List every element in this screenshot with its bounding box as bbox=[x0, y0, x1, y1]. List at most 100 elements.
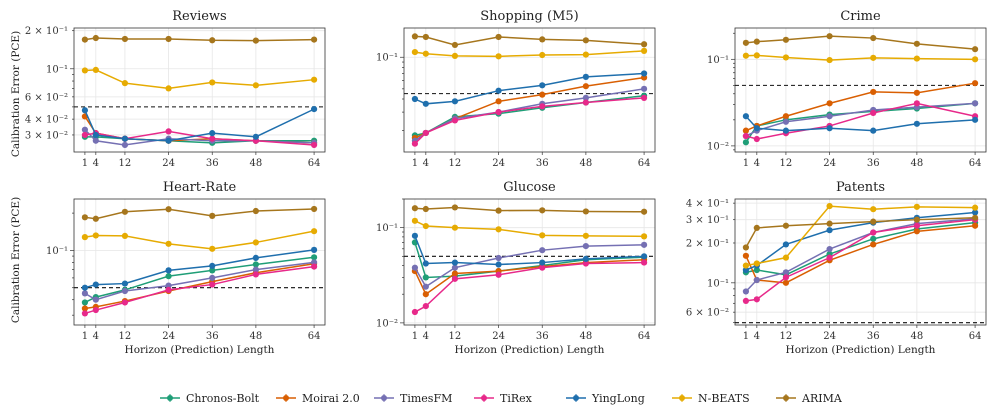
data-point bbox=[753, 38, 760, 45]
series-line bbox=[414, 50, 645, 58]
data-point bbox=[753, 296, 760, 303]
series-line bbox=[414, 261, 645, 313]
series-timesfm bbox=[742, 100, 979, 140]
x-tick-label: 1 bbox=[743, 331, 749, 342]
panel-title: Shopping (M5) bbox=[480, 9, 578, 24]
data-point bbox=[870, 127, 877, 134]
data-point bbox=[582, 99, 589, 106]
series-timesfm bbox=[411, 85, 648, 144]
data-point bbox=[310, 263, 318, 270]
series-line bbox=[84, 265, 315, 315]
data-point bbox=[121, 287, 129, 295]
data-point bbox=[971, 222, 979, 229]
data-point bbox=[252, 239, 259, 246]
x-tick-label: 64 bbox=[308, 158, 321, 169]
data-point bbox=[209, 245, 216, 252]
panel-title: Heart-Rate bbox=[163, 180, 237, 195]
data-point bbox=[870, 206, 877, 213]
data-point bbox=[422, 260, 429, 267]
data-point bbox=[742, 266, 750, 274]
data-point bbox=[870, 34, 877, 42]
x-tick-label: 12 bbox=[780, 331, 793, 342]
data-point bbox=[640, 259, 648, 266]
data-point bbox=[165, 35, 172, 43]
data-point bbox=[870, 54, 877, 61]
data-point bbox=[209, 267, 216, 274]
plot-frame bbox=[73, 198, 326, 326]
data-point bbox=[495, 33, 502, 41]
y-tick-label: 10⁻¹ bbox=[707, 278, 729, 289]
data-point bbox=[451, 52, 459, 60]
data-point bbox=[640, 94, 648, 101]
data-point bbox=[782, 54, 790, 61]
data-point bbox=[826, 113, 833, 120]
data-point bbox=[582, 37, 589, 44]
x-tick-label: 36 bbox=[536, 331, 549, 342]
series-line bbox=[84, 261, 315, 301]
data-point bbox=[539, 232, 546, 239]
legend-item-n-beats: N-BEATS bbox=[672, 392, 750, 405]
data-point bbox=[971, 46, 979, 53]
data-point bbox=[782, 279, 790, 286]
data-point bbox=[252, 37, 259, 44]
y-tick-label: 4 × 10⁻² bbox=[25, 115, 68, 126]
series-arima bbox=[411, 204, 648, 215]
series-arima bbox=[742, 33, 979, 53]
y-axis-label-bottom: Calibration Error (PCE) bbox=[10, 197, 22, 323]
series-tirex bbox=[411, 259, 648, 316]
plot-frame bbox=[734, 27, 987, 153]
series-n-beats bbox=[411, 217, 648, 240]
x-tick-label: 4 bbox=[423, 158, 429, 169]
legend-label: TiRex bbox=[500, 392, 533, 405]
x-tick-label: 48 bbox=[580, 158, 593, 169]
data-point bbox=[971, 214, 979, 221]
data-point bbox=[209, 135, 216, 142]
data-point bbox=[582, 243, 589, 250]
series-yinglong bbox=[411, 232, 648, 268]
data-point bbox=[582, 94, 589, 101]
data-point bbox=[826, 56, 833, 64]
data-point bbox=[913, 216, 920, 223]
data-point bbox=[209, 79, 216, 86]
data-point bbox=[92, 281, 99, 288]
series-yinglong bbox=[81, 246, 318, 291]
data-point bbox=[209, 262, 216, 269]
series-line bbox=[414, 35, 645, 46]
y-tick-label: 10⁻² bbox=[707, 141, 729, 152]
plot-frame bbox=[73, 27, 326, 153]
data-point bbox=[165, 206, 172, 213]
x-tick-label: 24 bbox=[492, 331, 505, 342]
y-tick-label: 3 × 10⁻² bbox=[25, 130, 68, 141]
data-point bbox=[209, 281, 216, 288]
data-point bbox=[92, 296, 99, 303]
data-point bbox=[782, 241, 790, 248]
data-point bbox=[742, 113, 750, 120]
data-point bbox=[422, 274, 429, 281]
y-tick-label: 10⁻¹ bbox=[376, 53, 398, 64]
data-point bbox=[826, 33, 833, 40]
x-tick-label: 48 bbox=[580, 331, 593, 342]
data-point bbox=[451, 224, 459, 231]
x-tick-label: 48 bbox=[250, 331, 263, 342]
legend-item-tirex: TiRex bbox=[474, 392, 533, 405]
series-line bbox=[414, 244, 645, 288]
data-point bbox=[310, 254, 318, 261]
legend-marker bbox=[381, 395, 387, 401]
series-arima bbox=[81, 34, 318, 44]
data-point bbox=[121, 280, 129, 287]
x-tick-label: 36 bbox=[536, 158, 549, 169]
y-tick-label: 10⁻¹ bbox=[707, 55, 729, 66]
data-point bbox=[582, 232, 589, 239]
data-point bbox=[121, 35, 129, 43]
data-point bbox=[870, 241, 877, 248]
data-point bbox=[310, 228, 318, 235]
series-n-beats bbox=[742, 203, 979, 269]
data-point bbox=[640, 41, 648, 48]
data-point bbox=[753, 266, 760, 274]
data-point bbox=[411, 217, 419, 224]
data-point bbox=[422, 33, 429, 41]
x-tick-label: 12 bbox=[119, 331, 132, 342]
x-tick-label: 36 bbox=[867, 158, 880, 169]
legend-label: ARIMA bbox=[801, 392, 843, 405]
data-point bbox=[411, 308, 419, 316]
